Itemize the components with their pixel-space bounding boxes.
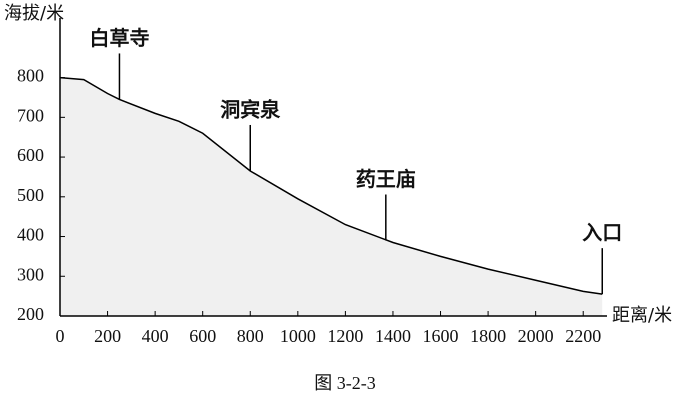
x-tick-label: 600 [189,326,216,346]
y-axis-label: 海拔/米 [4,3,64,24]
y-tick-label: 400 [17,225,44,245]
x-tick-label: 1600 [423,326,459,346]
y-tick-label: 500 [17,185,44,205]
chart-title: 图 3-2-3 [314,373,376,393]
x-tick-label: 2000 [518,326,554,346]
x-tick-label: 1000 [280,326,316,346]
annotation-label: 药王庙 [356,167,416,191]
area-fill [60,77,603,316]
y-tick-label: 600 [17,145,44,165]
x-tick-label: 1200 [327,326,363,346]
y-tick-label: 700 [17,105,44,125]
profile-line [59,76,603,295]
annotation-label: 白草寺 [89,26,149,50]
y-tick-label: 800 [17,66,44,86]
x-tick-label: 2200 [565,326,601,346]
x-tick-label: 1800 [470,326,506,346]
x-tick-label: 0 [56,326,65,346]
annotation-label: 洞宾泉 [220,97,281,121]
x-tick-label: 400 [142,326,169,346]
y-tick-label: 200 [17,304,44,324]
x-axis-label: 距离/米 [612,305,672,326]
x-tick-label: 200 [94,326,121,346]
x-tick-label: 1400 [375,326,411,346]
annotation-label: 入口 [582,221,622,245]
y-tick-label: 300 [17,264,44,284]
x-tick-label: 800 [237,326,264,346]
